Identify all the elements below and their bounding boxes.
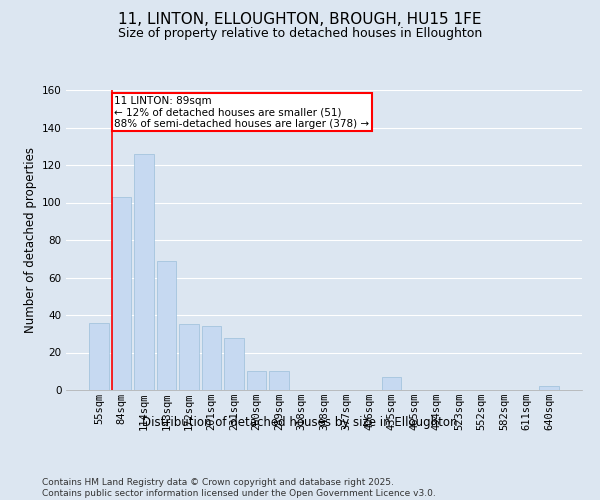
Text: Distribution of detached houses by size in Elloughton: Distribution of detached houses by size … bbox=[142, 416, 458, 429]
Bar bbox=[134, 154, 154, 390]
Y-axis label: Number of detached properties: Number of detached properties bbox=[23, 147, 37, 333]
Bar bbox=[112, 197, 131, 390]
Bar bbox=[269, 371, 289, 390]
Bar bbox=[179, 324, 199, 390]
Text: Contains HM Land Registry data © Crown copyright and database right 2025.
Contai: Contains HM Land Registry data © Crown c… bbox=[42, 478, 436, 498]
Bar bbox=[539, 386, 559, 390]
Text: 11 LINTON: 89sqm
← 12% of detached houses are smaller (51)
88% of semi-detached : 11 LINTON: 89sqm ← 12% of detached house… bbox=[114, 96, 370, 129]
Bar bbox=[224, 338, 244, 390]
Bar bbox=[202, 326, 221, 390]
Text: 11, LINTON, ELLOUGHTON, BROUGH, HU15 1FE: 11, LINTON, ELLOUGHTON, BROUGH, HU15 1FE bbox=[118, 12, 482, 28]
Text: Size of property relative to detached houses in Elloughton: Size of property relative to detached ho… bbox=[118, 28, 482, 40]
Bar bbox=[89, 322, 109, 390]
Bar bbox=[157, 260, 176, 390]
Bar bbox=[382, 377, 401, 390]
Bar bbox=[247, 371, 266, 390]
